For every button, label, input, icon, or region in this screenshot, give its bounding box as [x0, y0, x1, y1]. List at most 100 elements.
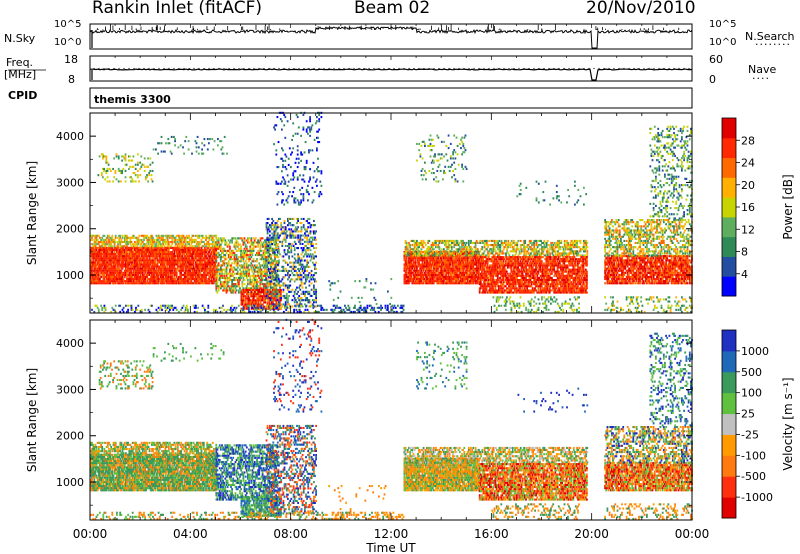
- power-cell: [305, 141, 307, 143]
- power-cell: [257, 273, 259, 275]
- power-cell: [117, 245, 119, 247]
- power-cell: [288, 276, 290, 278]
- power-cell: [144, 309, 146, 311]
- nave-dot: [618, 68, 619, 69]
- power-cell: [126, 245, 128, 247]
- power-cell: [136, 261, 138, 263]
- power-cell: [298, 295, 300, 297]
- power-cell: [255, 277, 257, 279]
- power-cell: [101, 174, 103, 176]
- power-cell: [250, 256, 252, 258]
- power-cell: [309, 131, 311, 133]
- nave-dot: [348, 68, 349, 69]
- power-cell: [105, 309, 107, 311]
- power-cell: [294, 241, 296, 243]
- power-cell: [288, 303, 290, 305]
- power-cell: [298, 162, 300, 164]
- nave-dot: [138, 68, 139, 69]
- power-cell: [270, 257, 272, 259]
- power-cell: [277, 243, 279, 245]
- power-cell: [300, 160, 302, 162]
- power-cell: [313, 257, 315, 259]
- power-cell: [293, 176, 295, 178]
- power-cell: [234, 289, 236, 291]
- power-cell: [241, 283, 243, 285]
- power-cell: [279, 305, 281, 307]
- power-cell: [148, 243, 150, 245]
- power-cell: [118, 155, 120, 157]
- power-cell: [96, 249, 98, 251]
- power-cell: [96, 241, 98, 243]
- power-cell: [296, 287, 298, 289]
- power-cell: [146, 174, 148, 176]
- nave-dot: [478, 68, 479, 69]
- power-cell: [283, 266, 285, 268]
- power-cell: [293, 235, 295, 237]
- power-cell: [324, 309, 326, 311]
- power-cell: [314, 139, 316, 141]
- power-cell: [126, 276, 128, 278]
- power-cell: [104, 241, 106, 243]
- power-cell: [227, 267, 229, 269]
- power-cell: [244, 248, 246, 250]
- power-cell: [100, 251, 102, 253]
- power-cell: [307, 274, 309, 276]
- power-cell: [241, 252, 243, 254]
- power-cell: [217, 273, 219, 275]
- power-cell: [264, 250, 266, 252]
- power-cell: [317, 131, 319, 133]
- power-cell: [171, 276, 173, 278]
- power-cell: [302, 239, 304, 241]
- power-cell: [298, 287, 300, 289]
- power-cell: [317, 166, 319, 168]
- power-cell: [195, 307, 197, 309]
- power-cell: [121, 172, 123, 174]
- power-cell: [107, 261, 109, 263]
- power-cell: [213, 278, 215, 280]
- power-cell: [171, 241, 173, 243]
- radar-summary-plot: 4000300020001000Slant Range [km]40003000…: [0, 0, 800, 554]
- nave-dot: [293, 68, 294, 69]
- power-cell: [262, 309, 264, 311]
- power-cell: [262, 279, 264, 281]
- nave-dot: [288, 68, 289, 69]
- power-cell: [278, 191, 280, 193]
- nave-dot: [358, 68, 359, 69]
- power-cell: [285, 228, 287, 230]
- power-cell: [245, 299, 247, 301]
- power-cell: [315, 255, 317, 257]
- power-cell: [299, 268, 301, 270]
- power-cell: [231, 269, 233, 271]
- power-cell: [175, 257, 177, 259]
- power-cell: [149, 245, 151, 247]
- power-cell: [233, 307, 235, 309]
- power-cell: [227, 287, 229, 289]
- power-cell: [165, 307, 167, 309]
- power-cell: [249, 254, 251, 256]
- power-cell: [247, 267, 249, 269]
- power-cell: [294, 280, 296, 282]
- power-cell: [257, 275, 259, 277]
- nave-dot: [523, 68, 524, 69]
- power-cell: [296, 301, 298, 303]
- power-cell: [304, 268, 306, 270]
- power-cell: [254, 264, 256, 266]
- power-cell: [168, 241, 170, 243]
- power-cell: [188, 237, 190, 239]
- power-cell: [134, 245, 136, 247]
- power-cell: [160, 305, 162, 307]
- power-cell: [306, 241, 308, 243]
- power-cell: [289, 243, 291, 245]
- power-cell: [179, 253, 181, 255]
- power-cell: [311, 274, 313, 276]
- power-cell: [255, 237, 257, 239]
- power-cell: [309, 176, 311, 178]
- power-cell: [277, 235, 279, 237]
- power-cell: [292, 305, 294, 307]
- power-cell: [203, 307, 205, 309]
- power-cell: [297, 145, 299, 147]
- power-cell: [301, 247, 303, 249]
- power-cell: [178, 245, 180, 247]
- power-cell: [305, 251, 307, 253]
- nave-dot: [163, 68, 164, 69]
